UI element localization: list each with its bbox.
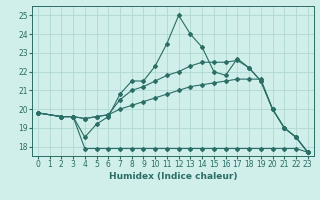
X-axis label: Humidex (Indice chaleur): Humidex (Indice chaleur) [108,172,237,181]
